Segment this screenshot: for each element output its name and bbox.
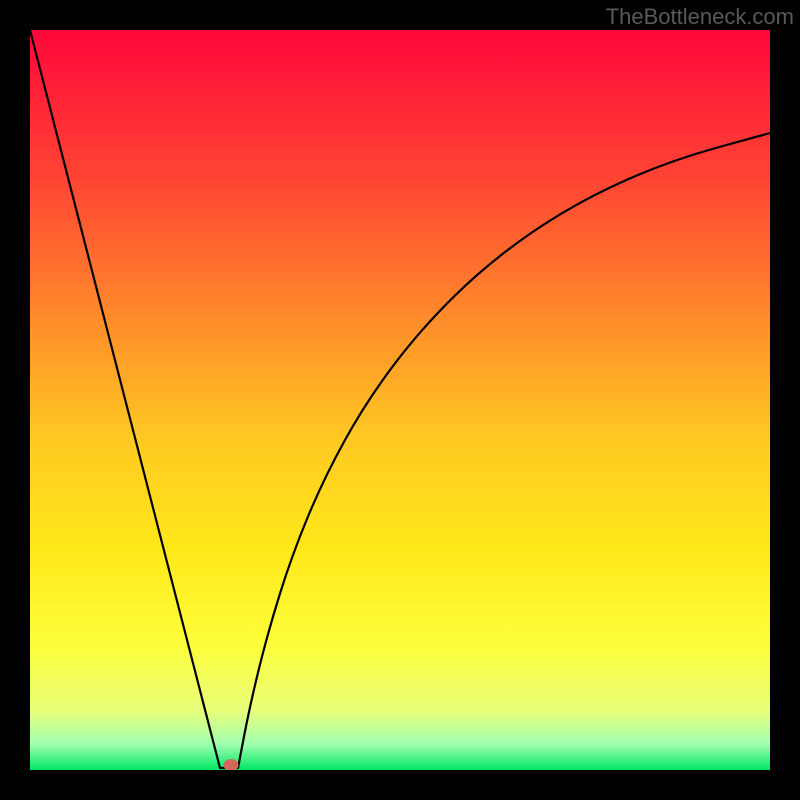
plot-svg	[30, 30, 770, 770]
gradient-background	[30, 30, 770, 770]
plot-area	[30, 30, 770, 770]
attribution-text: TheBottleneck.com	[606, 4, 794, 30]
